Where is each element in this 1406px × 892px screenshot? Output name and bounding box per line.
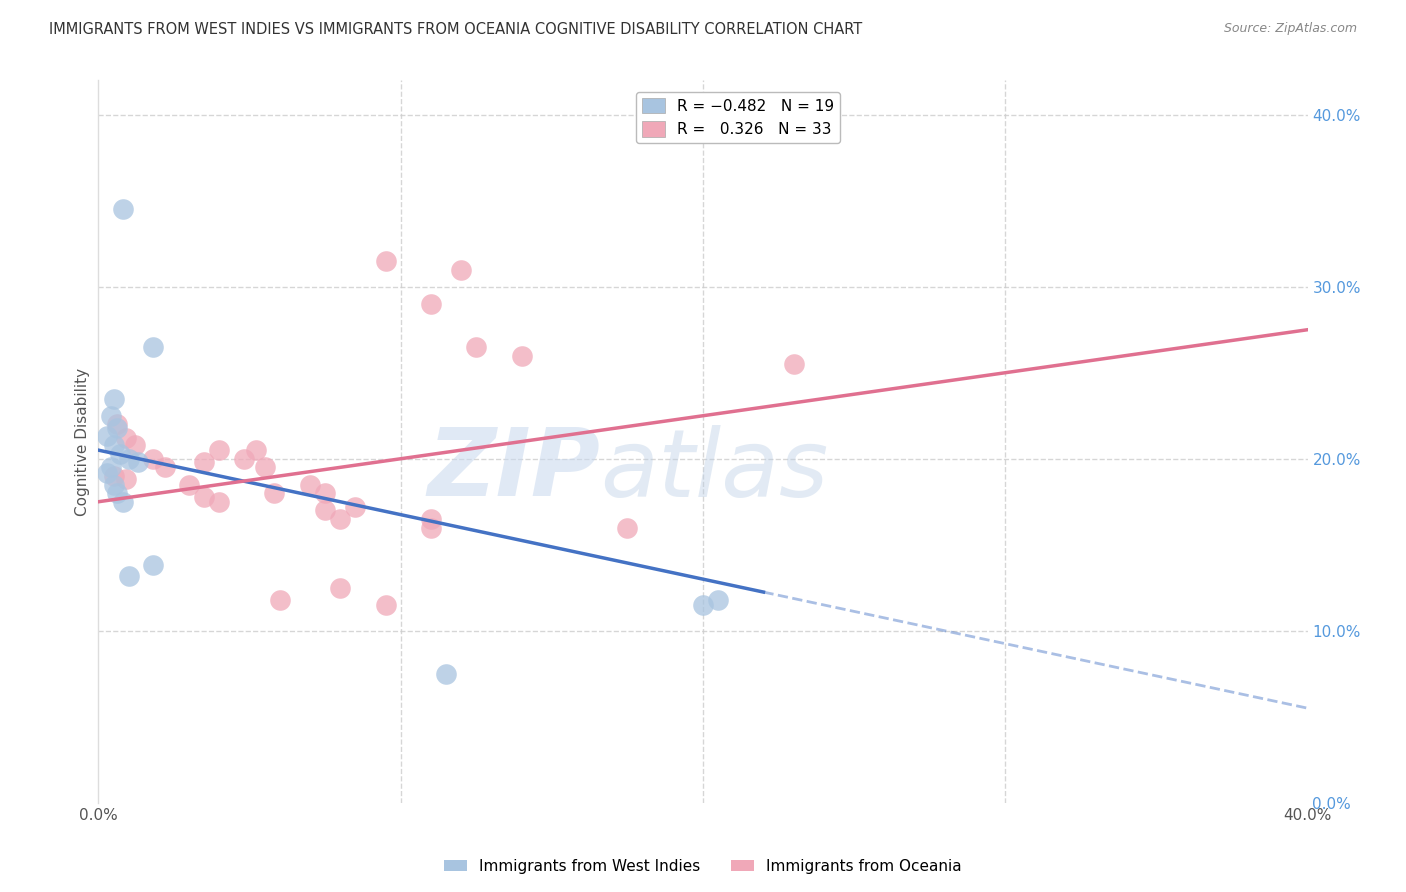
Point xyxy=(707,592,730,607)
Point xyxy=(263,486,285,500)
Legend: R = −0.482   N = 19, R =   0.326   N = 33: R = −0.482 N = 19, R = 0.326 N = 33 xyxy=(636,92,841,144)
Point xyxy=(114,472,136,486)
Point xyxy=(299,477,322,491)
Point xyxy=(114,431,136,445)
Point xyxy=(314,486,336,500)
Point xyxy=(153,460,176,475)
Point xyxy=(111,494,134,508)
Point xyxy=(329,581,352,595)
Point xyxy=(142,558,165,573)
Point xyxy=(208,443,231,458)
Point xyxy=(96,466,118,480)
Y-axis label: Cognitive Disability: Cognitive Disability xyxy=(75,368,90,516)
Point xyxy=(100,460,122,475)
Point xyxy=(193,490,215,504)
Point xyxy=(100,409,122,423)
Point xyxy=(105,421,128,435)
Point xyxy=(108,446,131,460)
Point xyxy=(142,340,165,354)
Point xyxy=(783,357,806,371)
Point xyxy=(127,455,149,469)
Point xyxy=(253,460,276,475)
Point xyxy=(105,417,128,432)
Point xyxy=(179,477,201,491)
Point xyxy=(232,451,254,466)
Point xyxy=(103,469,125,483)
Point xyxy=(111,202,134,217)
Point xyxy=(420,297,443,311)
Point xyxy=(465,340,488,354)
Point xyxy=(118,451,141,466)
Point xyxy=(105,486,128,500)
Point xyxy=(208,494,231,508)
Point xyxy=(96,429,118,443)
Point xyxy=(374,598,396,612)
Point xyxy=(314,503,336,517)
Point xyxy=(103,477,125,491)
Legend: Immigrants from West Indies, Immigrants from Oceania: Immigrants from West Indies, Immigrants … xyxy=(439,853,967,880)
Point xyxy=(142,451,165,466)
Point xyxy=(118,568,141,582)
Point xyxy=(329,512,352,526)
Point xyxy=(193,455,215,469)
Text: atlas: atlas xyxy=(600,425,828,516)
Point xyxy=(450,262,472,277)
Point xyxy=(420,520,443,534)
Point xyxy=(616,520,638,534)
Point xyxy=(692,598,714,612)
Text: Source: ZipAtlas.com: Source: ZipAtlas.com xyxy=(1223,22,1357,36)
Point xyxy=(510,349,533,363)
Point xyxy=(124,438,146,452)
Point xyxy=(344,500,367,514)
Point xyxy=(245,443,267,458)
Point xyxy=(374,253,396,268)
Point xyxy=(420,512,443,526)
Point xyxy=(103,392,125,406)
Text: ZIP: ZIP xyxy=(427,425,600,516)
Point xyxy=(103,438,125,452)
Point xyxy=(434,666,457,681)
Point xyxy=(269,592,291,607)
Text: IMMIGRANTS FROM WEST INDIES VS IMMIGRANTS FROM OCEANIA COGNITIVE DISABILITY CORR: IMMIGRANTS FROM WEST INDIES VS IMMIGRANT… xyxy=(49,22,862,37)
